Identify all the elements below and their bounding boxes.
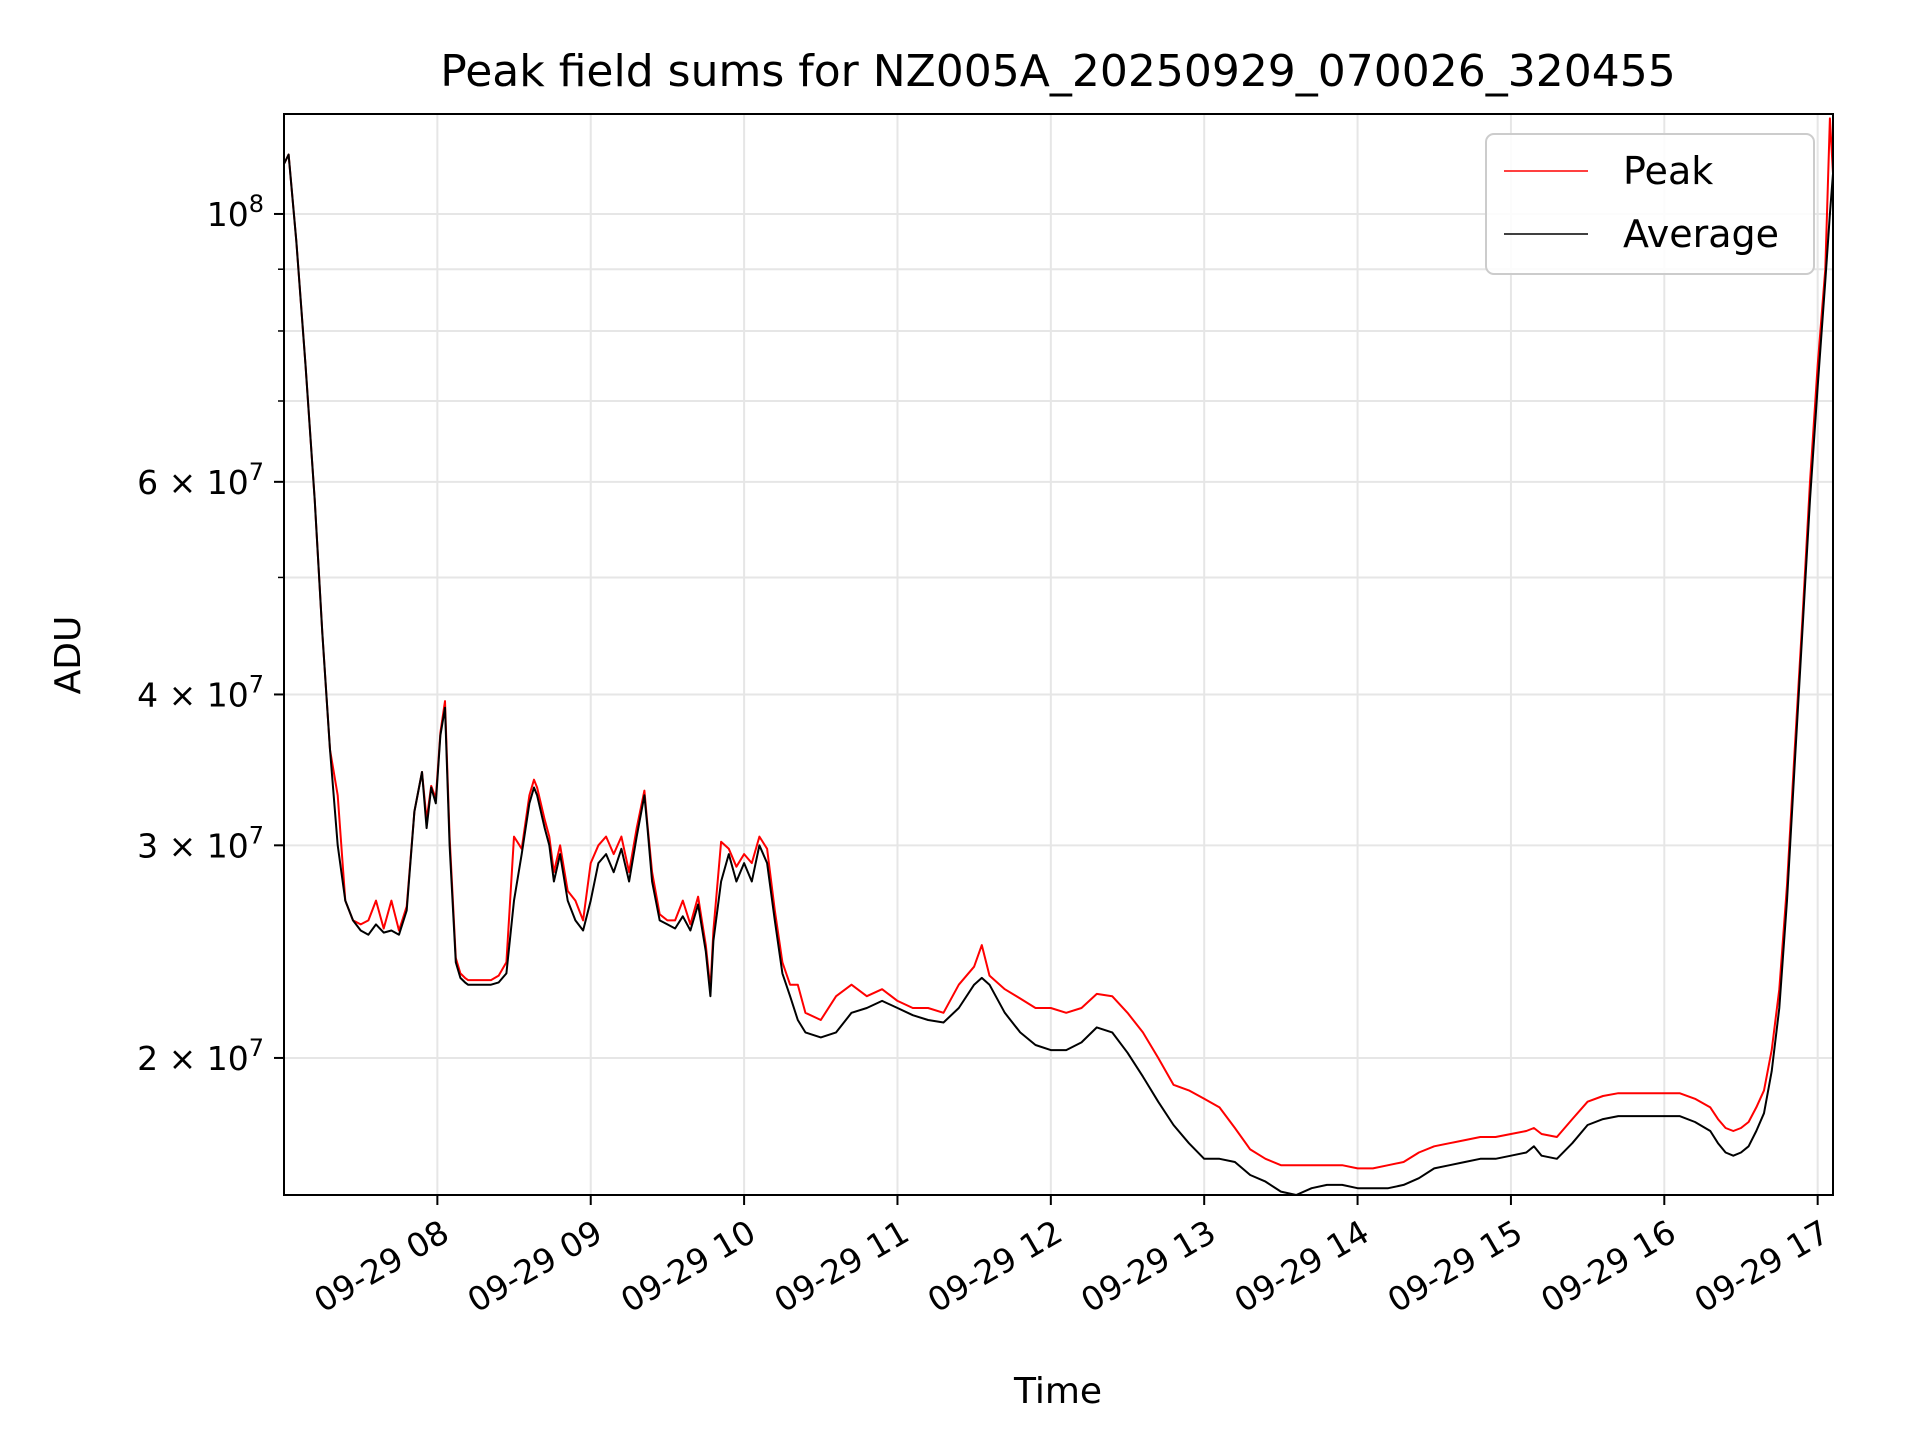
x-tick-label: 09-29 16 xyxy=(1534,1212,1682,1320)
legend: Peak Average xyxy=(1485,133,1815,275)
x-tick-label: 09-29 10 xyxy=(614,1212,762,1320)
series-group xyxy=(284,117,1833,1195)
x-axis-label: Time xyxy=(1013,1371,1102,1412)
x-tick-label: 09-29 14 xyxy=(1228,1212,1376,1320)
legend-box xyxy=(1485,133,1815,275)
y-axis-label: ADU xyxy=(48,616,89,695)
x-tick-label: 09-29 17 xyxy=(1688,1212,1836,1320)
x-tick-label: 09-29 11 xyxy=(767,1212,915,1320)
legend-peak-label: Peak xyxy=(1623,149,1713,193)
y-tick-label: 6 × 107 xyxy=(137,458,264,502)
y-axis: 2 × 107 3 × 107 4 × 107 6 × 107 108 xyxy=(137,190,284,1078)
y-tick-label: 3 × 107 xyxy=(137,821,264,865)
x-tick-label: 09-29 12 xyxy=(921,1212,1069,1320)
legend-average-label: Average xyxy=(1623,212,1779,256)
x-axis: 09-29 08 09-29 09 09-29 10 09-29 11 09-29 12… xyxy=(307,1195,1836,1320)
plot-frame xyxy=(283,113,1834,1196)
x-tick-label: 09-29 09 xyxy=(461,1212,609,1320)
x-tick-label: 09-29 08 xyxy=(307,1212,455,1320)
x-tick-label: 09-29 13 xyxy=(1074,1212,1222,1320)
y-tick-label: 108 xyxy=(207,190,264,234)
chart-title: Peak field sums for NZ005A_20250929_0700… xyxy=(440,46,1675,97)
series-line-average xyxy=(284,153,1833,1195)
y-tick-label: 2 × 107 xyxy=(137,1034,264,1078)
y-tick-label: 4 × 107 xyxy=(137,670,264,714)
grid-lines xyxy=(284,114,1833,1195)
x-tick-label: 09-29 15 xyxy=(1381,1212,1529,1320)
series-line-peak xyxy=(284,117,1833,1170)
